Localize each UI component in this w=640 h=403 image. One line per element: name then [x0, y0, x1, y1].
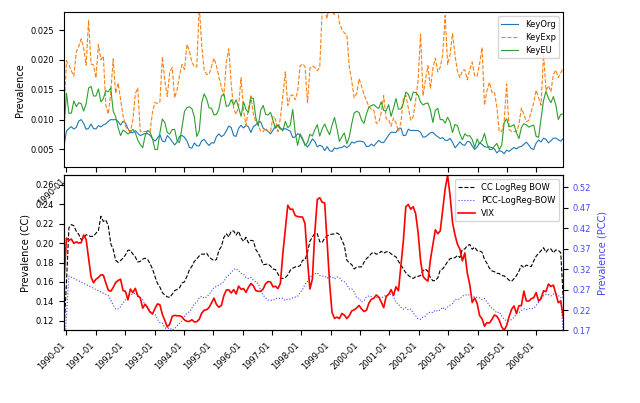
KeyExp	[326, 0, 333, 2]
KeyExp	[146, 129, 154, 134]
KeyEU	[198, 100, 205, 105]
KeyExp	[323, 16, 331, 21]
VIX	[311, 230, 319, 235]
KeyEU	[434, 106, 442, 111]
KeyEU	[151, 147, 159, 152]
CC LogReg BOW	[97, 214, 105, 219]
CC LogReg BOW	[559, 296, 567, 301]
Line: KeyEU: KeyEU	[64, 86, 563, 150]
KeyOrg	[146, 133, 154, 138]
PCC-LogReg-BOW	[144, 304, 152, 309]
KeyExp	[115, 81, 122, 85]
CC LogReg BOW	[195, 253, 203, 258]
KeyOrg	[77, 117, 85, 122]
CC LogReg BOW	[116, 258, 124, 263]
KeyOrg	[500, 151, 508, 156]
Line: PCC-LogReg-BOW: PCC-LogReg-BOW	[64, 269, 563, 356]
PCC-LogReg-BOW	[559, 330, 567, 335]
PCC-LogReg-BOW	[232, 266, 240, 271]
PCC-LogReg-BOW	[115, 307, 122, 312]
VIX	[193, 319, 200, 324]
VIX	[60, 279, 68, 284]
VIX	[429, 242, 436, 247]
KeyExp	[195, 3, 203, 8]
KeyExp	[559, 66, 567, 71]
VIX	[500, 328, 508, 333]
KeyEU	[326, 132, 333, 137]
KeyOrg	[431, 133, 439, 137]
PCC-LogReg-BOW	[60, 353, 68, 358]
CC LogReg BOW	[314, 231, 321, 236]
Legend: KeyOrg, KeyExp, KeyEU: KeyOrg, KeyExp, KeyEU	[498, 16, 559, 58]
Y-axis label: Prevalence (CC): Prevalence (CC)	[20, 214, 30, 292]
KeyExp	[434, 69, 442, 74]
Line: CC LogReg BOW: CC LogReg BOW	[64, 216, 563, 330]
Legend: CC LogReg BOW, PCC-LogReg-BOW, VIX: CC LogReg BOW, PCC-LogReg-BOW, VIX	[454, 179, 559, 221]
KeyEU	[146, 130, 154, 135]
PCC-LogReg-BOW	[193, 300, 200, 305]
PCC-LogReg-BOW	[314, 270, 321, 275]
PCC-LogReg-BOW	[323, 276, 331, 281]
Line: VIX: VIX	[64, 175, 563, 330]
KeyEU	[60, 126, 68, 131]
VIX	[444, 173, 451, 178]
Y-axis label: Prevalence (PCC): Prevalence (PCC)	[597, 211, 607, 295]
KeyOrg	[559, 136, 567, 141]
VIX	[144, 305, 152, 310]
CC LogReg BOW	[431, 278, 439, 283]
CC LogReg BOW	[60, 328, 68, 333]
KeyOrg	[116, 123, 124, 127]
KeyOrg	[314, 144, 321, 149]
KeyOrg	[195, 143, 203, 148]
CC LogReg BOW	[146, 261, 154, 266]
KeyEU	[87, 84, 95, 89]
VIX	[115, 278, 122, 283]
VIX	[321, 200, 328, 205]
Line: KeyExp: KeyExp	[64, 0, 563, 131]
Line: KeyOrg: KeyOrg	[64, 120, 563, 154]
KeyExp	[60, 112, 68, 117]
CC LogReg BOW	[323, 233, 331, 238]
KeyEU	[316, 134, 324, 139]
KeyOrg	[323, 144, 331, 149]
KeyEU	[116, 133, 124, 138]
Y-axis label: Prevalence: Prevalence	[15, 63, 25, 116]
VIX	[559, 314, 567, 319]
KeyOrg	[60, 144, 68, 149]
KeyExp	[127, 129, 134, 134]
KeyEU	[559, 112, 567, 116]
PCC-LogReg-BOW	[431, 307, 439, 312]
KeyExp	[314, 69, 321, 73]
